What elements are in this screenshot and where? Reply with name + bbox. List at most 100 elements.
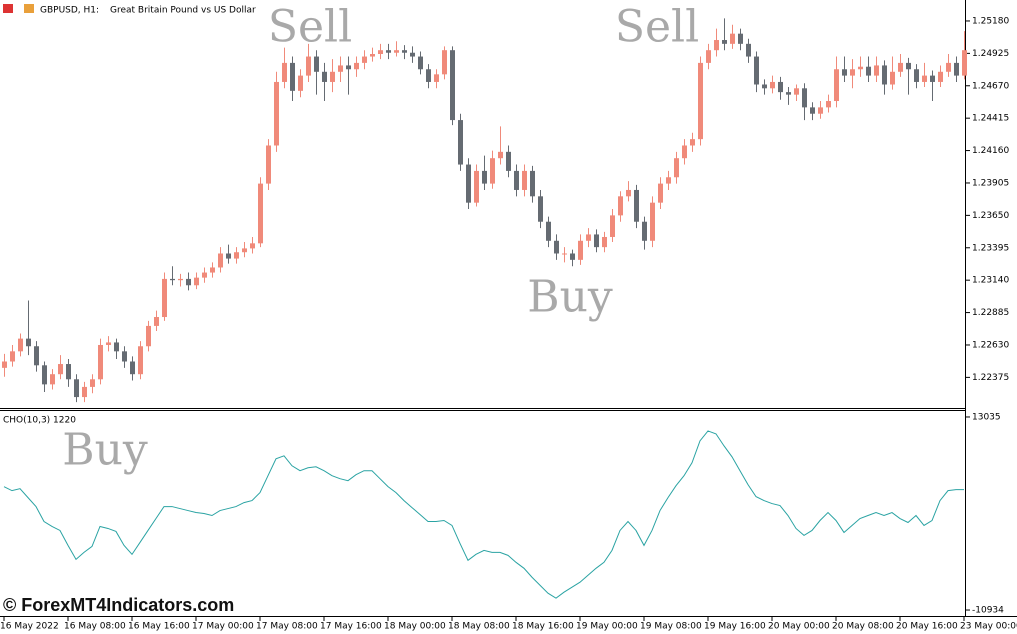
x-tick-label: 18 May 00:00 (384, 622, 446, 632)
candle-body (266, 145, 271, 184)
x-tick-label: 19 May 08:00 (640, 622, 702, 632)
candle-body (338, 65, 343, 72)
candle-body (298, 75, 303, 91)
y-tick-label: 1.24160 (972, 146, 1009, 156)
candle-body (42, 365, 47, 385)
candle-body (554, 240, 559, 254)
signal-annotation: Sell (615, 2, 699, 53)
candle-body (162, 278, 167, 318)
x-tick-label: 20 May 08:00 (832, 622, 894, 632)
candle-body (490, 158, 495, 184)
candle-body (634, 189, 639, 222)
watermark: © ForexMT4Indicators.com (3, 595, 234, 615)
signal-annotation: Buy (62, 425, 148, 476)
candle-body (186, 278, 191, 286)
candle-body (82, 386, 87, 398)
x-tick-label: 18 May 08:00 (448, 622, 510, 632)
candle-body (658, 183, 663, 203)
candle-body (210, 267, 215, 273)
candle-body (738, 33, 743, 44)
candle-body (106, 342, 111, 345)
candle-body (394, 50, 399, 53)
period-icon (24, 4, 34, 13)
y-tick-label: 1.22885 (972, 308, 1009, 318)
y-tick-label: 1.25180 (972, 16, 1009, 26)
candle-body (874, 65, 879, 76)
candle-body (146, 325, 151, 347)
x-tick-label: 17 May 00:00 (192, 622, 254, 632)
candle-body (2, 361, 7, 368)
candle-body (618, 196, 623, 216)
candle-body (138, 346, 143, 375)
candle-body (674, 158, 679, 178)
candle-body (602, 236, 607, 248)
candle-body (938, 71, 943, 82)
x-tick-label: 16 May 08:00 (64, 622, 126, 632)
y-tick-label: -10934 (972, 606, 1004, 616)
x-tick-label: 23 May 00:00 (960, 622, 1017, 632)
candle-body (290, 62, 295, 91)
candle-body (426, 69, 431, 82)
y-tick-label: 1.22630 (972, 340, 1009, 350)
candle-body (242, 248, 247, 253)
candle-body (882, 65, 887, 85)
candle-body (666, 177, 671, 184)
candle-body (850, 69, 855, 76)
candle-body (514, 170, 519, 190)
candle-body (578, 240, 583, 260)
candle-body (530, 170, 535, 197)
candle-body (650, 202, 655, 241)
candle-body (826, 101, 831, 108)
candle-body (170, 278, 175, 281)
x-tick-label: 19 May 16:00 (704, 622, 766, 632)
candle-body (66, 364, 71, 380)
candle-body (18, 338, 23, 352)
candle-body (10, 351, 15, 362)
symbol-icon (3, 4, 13, 13)
candle-body (810, 107, 815, 114)
candle-body (642, 221, 647, 241)
x-tick-label: 17 May 08:00 (256, 622, 318, 632)
candle-body (258, 183, 263, 244)
candle-body (482, 170, 487, 184)
candle-body (930, 75, 935, 82)
candle-body (770, 81, 775, 89)
signal-annotation: Sell (268, 2, 352, 53)
candle-body (314, 56, 319, 72)
candle-body (538, 196, 543, 222)
candle-body (418, 56, 423, 70)
candle-body (690, 139, 695, 146)
indicator-label: CHO(10,3) 1220 (3, 416, 76, 426)
x-tick-label: 18 May 16:00 (512, 622, 574, 632)
candle-body (754, 56, 759, 85)
symbol-description: Great Britain Pound vs US Dollar (110, 6, 256, 16)
candle-body (594, 234, 599, 248)
candle-body (570, 253, 575, 260)
candle-body (250, 243, 255, 249)
candle-body (194, 277, 199, 286)
candle-body (890, 71, 895, 85)
candle-body (746, 43, 751, 57)
candle-body (202, 272, 207, 278)
candle-body (34, 346, 39, 366)
candle-body (786, 92, 791, 95)
candle-body (834, 69, 839, 102)
candle-body (282, 62, 287, 82)
y-tick-label: 1.23140 (972, 276, 1009, 286)
candle-body (130, 361, 135, 375)
candle-body (234, 252, 239, 259)
candle-body (114, 342, 119, 352)
candle-body (626, 189, 631, 197)
candle-body (914, 69, 919, 82)
candle-body (586, 234, 591, 241)
y-tick-label: 1.23905 (972, 178, 1009, 188)
candle-body (306, 56, 311, 76)
y-tick-label: 1.23650 (972, 211, 1009, 221)
candle-body (450, 50, 455, 121)
y-tick-label: 13035 (972, 412, 1001, 422)
candle-body (442, 50, 447, 75)
candle-body (354, 62, 359, 70)
candle-body (794, 88, 799, 95)
